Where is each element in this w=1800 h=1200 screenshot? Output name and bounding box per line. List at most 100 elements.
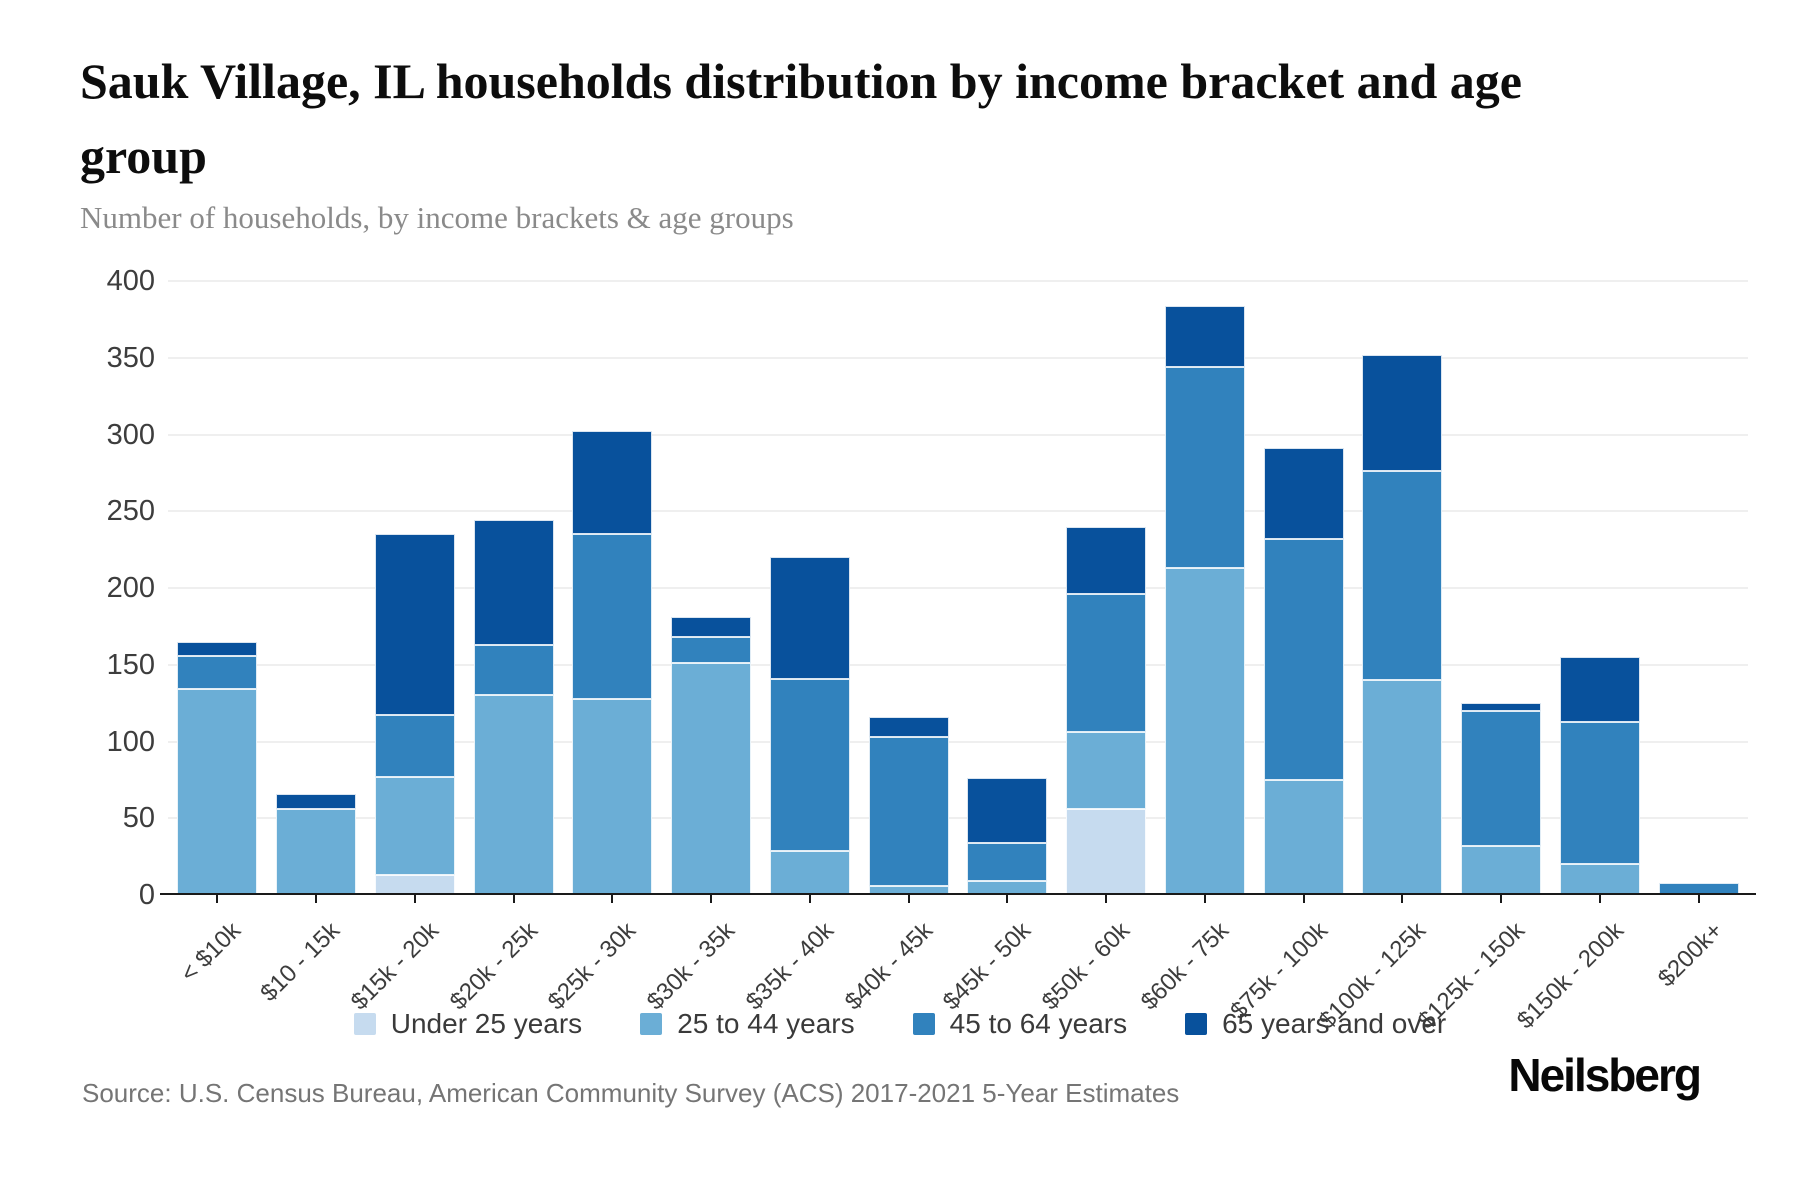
bar-$35k - 40k [769, 281, 850, 895]
gridline-300 [168, 433, 1748, 436]
bar-segment-25-to-44-years[interactable] [473, 695, 554, 895]
legend-label: 65 years and over [1222, 1008, 1447, 1039]
bar-segment-45-to-64-years[interactable] [868, 736, 949, 886]
bar-segment-65-years-and-over[interactable] [374, 534, 455, 716]
legend-item-65-years-and-over[interactable]: 65 years and over [1185, 1008, 1446, 1040]
bar-$10 - 15k [276, 281, 357, 895]
bar-segment-65-years-and-over[interactable] [1362, 354, 1443, 472]
bar-segment-45-to-64-years[interactable] [967, 842, 1048, 882]
bar-segment-under-25-years[interactable] [374, 875, 455, 895]
bar-segment-25-to-44-years[interactable] [572, 698, 653, 895]
bar-segment-45-to-64-years[interactable] [1362, 471, 1443, 681]
bar-segment-45-to-64-years[interactable] [769, 678, 850, 851]
y-tick-label-300: 300 [106, 418, 155, 451]
bar-$75k - 100k [1263, 281, 1344, 895]
x-tick [907, 895, 910, 903]
bar-segment-25-to-44-years[interactable] [374, 776, 455, 876]
x-tick [216, 895, 219, 903]
bar-$60k - 75k [1164, 281, 1245, 895]
x-tick [413, 895, 416, 903]
x-tick [1697, 895, 1700, 903]
bar-segment-25-to-44-years[interactable] [769, 850, 850, 895]
legend-swatch-icon [1185, 1013, 1208, 1035]
bar-segment-25-to-44-years[interactable] [276, 809, 357, 895]
chart-plot-area [168, 280, 1748, 895]
bar-$45k - 50k [967, 281, 1048, 895]
bar-segment-65-years-and-over[interactable] [1066, 526, 1147, 595]
bar-segment-65-years-and-over[interactable] [868, 716, 949, 737]
page-title-line2: group [80, 128, 207, 184]
y-tick-label-400: 400 [106, 265, 155, 297]
bar-segment-45-to-64-years[interactable] [1164, 366, 1245, 569]
bar-segment-25-to-44-years[interactable] [1164, 568, 1245, 895]
x-axis-label: $200k+ [1652, 917, 1728, 993]
bar-segment-65-years-and-over[interactable] [572, 431, 653, 535]
x-axis-label: $15k - 20k [345, 917, 444, 1016]
y-tick-label-50: 50 [122, 802, 155, 835]
x-tick [1401, 895, 1404, 903]
x-axis-label: $60k - 75k [1135, 917, 1234, 1016]
bar-segment-65-years-and-over[interactable] [769, 557, 850, 679]
bar-segment-65-years-and-over[interactable] [473, 520, 554, 645]
bar-segment-25-to-44-years[interactable] [1066, 732, 1147, 810]
legend-item-under-25-years[interactable]: Under 25 years [353, 1008, 582, 1040]
bar-segment-65-years-and-over[interactable] [1263, 448, 1344, 539]
bar-segment-65-years-and-over[interactable] [1461, 703, 1542, 711]
legend-swatch-icon [353, 1013, 376, 1035]
x-axis-label: < $10k [175, 917, 247, 988]
bar-segment-65-years-and-over[interactable] [967, 778, 1048, 843]
page-title: Sauk Village, IL households distribution… [80, 44, 1522, 194]
bar-segment-45-to-64-years[interactable] [473, 644, 554, 696]
legend-label: 25 to 44 years [677, 1008, 855, 1039]
gridline-400 [168, 280, 1748, 282]
x-axis-label: $10 - 15k [255, 917, 346, 1007]
bar-segment-under-25-years[interactable] [1066, 809, 1147, 895]
bar-segment-65-years-and-over[interactable] [671, 617, 752, 638]
x-axis-label: $25k - 30k [543, 917, 642, 1016]
x-tick [808, 895, 811, 903]
x-tick [512, 895, 515, 903]
gridline-50 [168, 817, 1748, 820]
legend-item-25-to-44-years[interactable]: 25 to 44 years [640, 1008, 855, 1040]
bar-segment-25-to-44-years[interactable] [1362, 680, 1443, 895]
gridline-200 [168, 587, 1748, 589]
bar-segment-45-to-64-years[interactable] [1461, 710, 1542, 846]
x-tick [1105, 895, 1108, 903]
legend-item-45-to-64-years[interactable]: 45 to 64 years [912, 1008, 1128, 1040]
bar-segment-45-to-64-years[interactable] [177, 655, 258, 690]
x-tick [1302, 895, 1305, 903]
x-axis-line [160, 893, 1756, 895]
legend-label: 45 to 64 years [949, 1008, 1128, 1039]
gridline-100 [168, 740, 1748, 743]
x-axis-label: $40k - 45k [839, 917, 938, 1016]
bar-segment-25-to-44-years[interactable] [1559, 864, 1640, 895]
bar-segment-45-to-64-years[interactable] [374, 715, 455, 777]
bar-$50k - 60k [1066, 281, 1147, 895]
gridline-250 [168, 510, 1748, 513]
bar-segment-25-to-44-years[interactable] [1263, 779, 1344, 895]
neilsberg-logo: Neilsberg [1508, 1049, 1702, 1101]
bar-segment-65-years-and-over[interactable] [1559, 657, 1640, 722]
bar-segment-45-to-64-years[interactable] [1263, 538, 1344, 780]
x-tick [315, 895, 318, 903]
bar-segment-45-to-64-years[interactable] [1559, 721, 1640, 865]
bar-segment-45-to-64-years[interactable] [1066, 594, 1147, 733]
x-tick [1500, 895, 1503, 903]
bar-$15k - 20k [374, 281, 455, 895]
y-tick-label-0: 0 [138, 879, 155, 911]
y-tick-label-200: 200 [106, 572, 155, 604]
bar-segment-65-years-and-over[interactable] [1164, 305, 1245, 367]
bar-segment-65-years-and-over[interactable] [177, 641, 258, 656]
bar-segment-45-to-64-years[interactable] [671, 637, 752, 664]
x-axis-label: $45k - 50k [938, 917, 1037, 1016]
x-tick [710, 895, 713, 903]
bar-$25k - 30k [572, 281, 653, 895]
x-tick [611, 895, 614, 903]
source-note: Source: U.S. Census Bureau, American Com… [82, 1078, 1180, 1108]
bar-segment-65-years-and-over[interactable] [276, 793, 357, 810]
bar-segment-45-to-64-years[interactable] [572, 534, 653, 699]
bar-segment-25-to-44-years[interactable] [177, 689, 258, 895]
bar-segment-25-to-44-years[interactable] [1461, 845, 1542, 895]
bar-segment-25-to-44-years[interactable] [671, 663, 752, 895]
